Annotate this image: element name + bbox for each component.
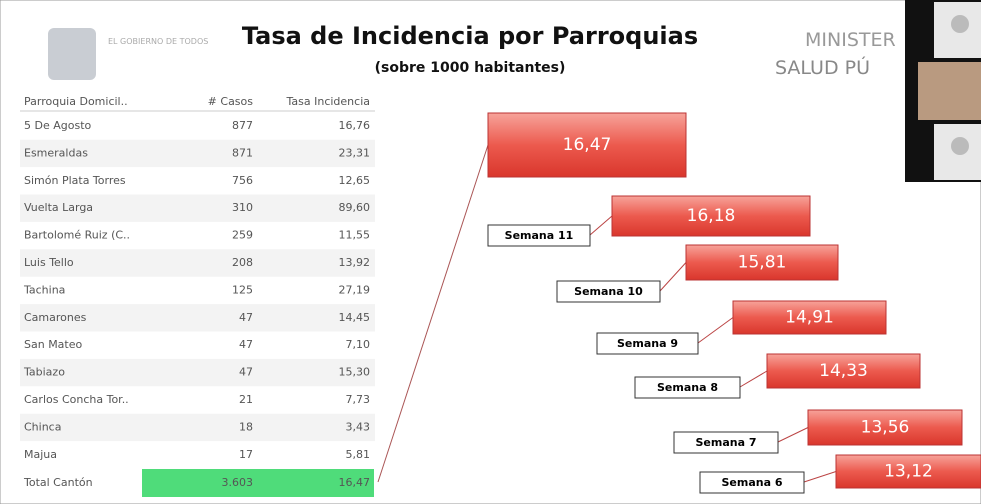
table-cell: 756 bbox=[232, 174, 253, 187]
column-header: # Casos bbox=[208, 95, 254, 108]
logo-text: EL GOBIERNO DE TODOS bbox=[108, 37, 208, 46]
table-cell: 16,76 bbox=[339, 119, 371, 132]
table-cell: 14,45 bbox=[339, 311, 371, 324]
ministry: SALUD PÚ bbox=[775, 55, 870, 79]
table-cell: Carlos Concha Tor.. bbox=[24, 393, 129, 406]
subtitle: (sobre 1000 habitantes) bbox=[375, 60, 566, 76]
table-cell: Majua bbox=[24, 448, 57, 461]
column-header: Tasa Incidencia bbox=[286, 95, 371, 108]
slide: EL GOBIERNO DE TODOS Tasa de Incidencia … bbox=[0, 0, 981, 504]
table-cell: San Mateo bbox=[24, 338, 83, 351]
week-label: Semana 9 bbox=[617, 337, 678, 350]
table-cell: 47 bbox=[239, 338, 253, 351]
table-cell: 7,73 bbox=[346, 393, 371, 406]
week-label: Semana 11 bbox=[505, 229, 574, 242]
table-cell: Chinca bbox=[24, 420, 61, 433]
column-header: Parroquia Domicil.. bbox=[24, 95, 128, 108]
table-cell: 15,30 bbox=[339, 366, 371, 379]
week-value: 15,81 bbox=[738, 253, 787, 273]
week-value: 14,33 bbox=[819, 361, 868, 381]
table-cell: 208 bbox=[232, 256, 253, 269]
table-cell: Bartolomé Ruiz (C.. bbox=[24, 229, 130, 242]
table-cell: Esmeraldas bbox=[24, 146, 88, 159]
week-value: 16,18 bbox=[687, 206, 736, 226]
week-label: Semana 7 bbox=[695, 436, 756, 449]
table-cell: 23,31 bbox=[339, 146, 371, 159]
table-cell: 871 bbox=[232, 146, 253, 159]
row-stripe bbox=[20, 359, 375, 386]
avatar bbox=[951, 15, 969, 33]
table-cell: 27,19 bbox=[339, 283, 371, 296]
table-cell: 310 bbox=[232, 201, 253, 214]
table-cell: 125 bbox=[232, 283, 253, 296]
table-cell: 259 bbox=[232, 229, 253, 242]
ministry: MINISTER bbox=[805, 29, 896, 51]
table-cell: 877 bbox=[232, 119, 253, 132]
table-cell: 3,43 bbox=[346, 420, 371, 433]
table-cell: 5 De Agosto bbox=[24, 119, 92, 132]
row-stripe bbox=[20, 414, 375, 441]
week-label: Semana 8 bbox=[657, 381, 718, 394]
title: Tasa de Incidencia por Parroquias bbox=[242, 22, 698, 50]
table-cell: 18 bbox=[239, 420, 253, 433]
table-cell: 5,81 bbox=[346, 448, 371, 461]
week-value: 13,12 bbox=[884, 462, 933, 482]
table-cell: 12,65 bbox=[339, 174, 371, 187]
logo-icon bbox=[48, 28, 96, 80]
total-value: 16,47 bbox=[563, 135, 612, 155]
table-cell: 47 bbox=[239, 366, 253, 379]
week-value: 14,91 bbox=[785, 308, 834, 328]
table-cell: Luis Tello bbox=[24, 256, 74, 269]
table-cell: Simón Plata Torres bbox=[24, 174, 126, 187]
total-cell: 16,47 bbox=[339, 476, 371, 489]
table-cell: 11,55 bbox=[339, 229, 371, 242]
table-cell: 13,92 bbox=[339, 256, 371, 269]
table-cell: Tachina bbox=[23, 283, 65, 296]
total-cell: 3.603 bbox=[222, 476, 254, 489]
week-label: Semana 10 bbox=[574, 285, 643, 298]
table-cell: 21 bbox=[239, 393, 253, 406]
table-cell: 7,10 bbox=[346, 338, 371, 351]
table-cell: 17 bbox=[239, 448, 253, 461]
total-cell: Total Cantón bbox=[23, 476, 93, 489]
table-cell: Tabiazo bbox=[23, 366, 65, 379]
avatar bbox=[951, 137, 969, 155]
table-cell: Vuelta Larga bbox=[24, 201, 93, 214]
video-tile bbox=[918, 62, 981, 120]
table-cell: Camarones bbox=[24, 311, 87, 324]
week-label: Semana 6 bbox=[721, 476, 782, 489]
table-cell: 89,60 bbox=[339, 201, 371, 214]
table-cell: 47 bbox=[239, 311, 253, 324]
week-value: 13,56 bbox=[861, 418, 910, 438]
